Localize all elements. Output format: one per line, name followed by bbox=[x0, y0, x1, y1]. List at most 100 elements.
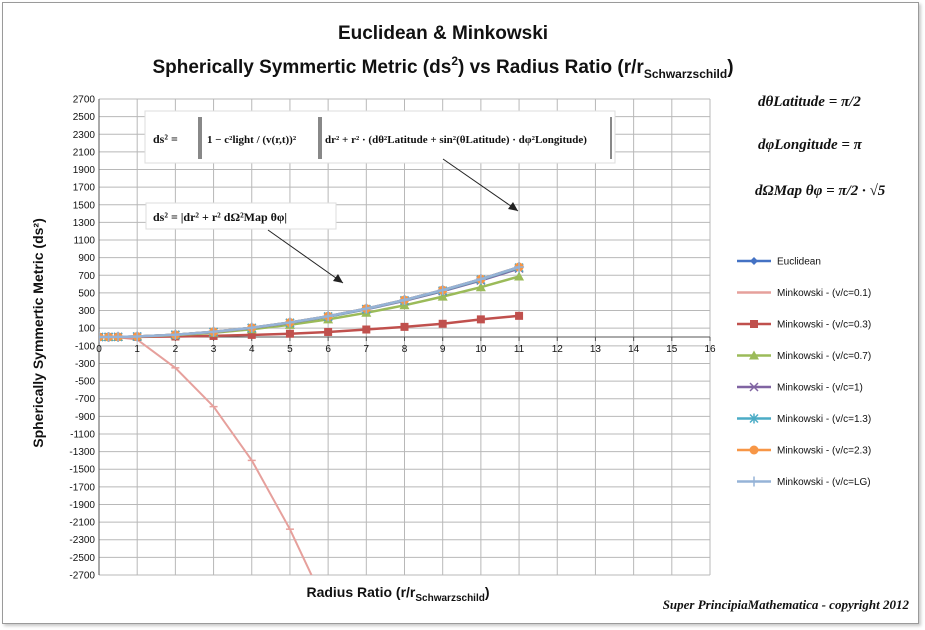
y-tick-label: -1700 bbox=[69, 482, 95, 493]
x-tick-label: 7 bbox=[364, 344, 370, 355]
y-tick-label: 900 bbox=[78, 253, 95, 264]
y-tick-label: -500 bbox=[75, 377, 95, 388]
legend-item: Minkowski - (v/c=2.3) bbox=[737, 445, 871, 457]
legend-label: Minkowski - (v/c=2.3) bbox=[777, 446, 871, 457]
data-point bbox=[103, 331, 114, 342]
series-0 bbox=[99, 263, 524, 341]
data-point bbox=[208, 326, 219, 337]
y-tick-label: 100 bbox=[78, 324, 95, 335]
x-tick-label: 6 bbox=[325, 344, 331, 355]
y-tick-label: -300 bbox=[75, 359, 95, 370]
chart-svg: Euclidean & Minkowski Spherically Symmer… bbox=[30, 23, 910, 612]
data-point bbox=[247, 330, 256, 339]
legend-swatch-marker bbox=[749, 445, 759, 455]
x-tick-label: 3 bbox=[211, 344, 217, 355]
series-line bbox=[99, 267, 520, 339]
equation-simple-text: ds² = |dr² + r² dΩ²Map θφ| bbox=[153, 210, 287, 224]
data-point bbox=[132, 331, 143, 342]
data-point bbox=[437, 291, 448, 301]
series-line bbox=[99, 265, 520, 339]
x-tick-label: 9 bbox=[440, 344, 446, 355]
x-tick-label: 12 bbox=[552, 344, 564, 355]
x-tick-label: 2 bbox=[173, 344, 179, 355]
legend-swatch-marker bbox=[750, 320, 758, 328]
y-tick-label: 2500 bbox=[73, 112, 96, 123]
legend-item: Minkowski - (v/c=0.3) bbox=[737, 320, 871, 331]
y-tick-label: 1500 bbox=[73, 200, 96, 211]
annotation-arrows bbox=[267, 158, 519, 284]
equation-theta: dθLatitude = π/2 bbox=[758, 94, 861, 110]
legend-label: Minkowski - (v/c=1.3) bbox=[777, 414, 871, 425]
y-tick-label: 2300 bbox=[73, 130, 96, 141]
equation-main-rest: dr² + r² · (dθ²Latitude + sin²(θLatitude… bbox=[325, 134, 587, 146]
y-tick-label: -900 bbox=[75, 412, 95, 423]
data-point bbox=[170, 329, 181, 340]
legend-swatch-marker bbox=[750, 257, 758, 265]
y-tick-label: -100 bbox=[75, 341, 95, 352]
data-point bbox=[246, 322, 257, 333]
y-tick-label: -2700 bbox=[69, 571, 95, 582]
legend-swatch-marker bbox=[749, 413, 759, 424]
equation-main-lhs: ds² = bbox=[153, 132, 178, 146]
chart-frame: Euclidean & Minkowski Spherically Symmer… bbox=[2, 2, 919, 624]
x-tick-label: 1 bbox=[134, 344, 140, 355]
x-tick-label: 13 bbox=[590, 344, 602, 355]
legend-swatch-marker bbox=[749, 350, 759, 360]
data-point bbox=[361, 303, 372, 314]
legend-label: Minkowski - (v/c=LG) bbox=[777, 477, 871, 488]
legend-item: Minkowski - (v/c=LG) bbox=[737, 476, 871, 488]
data-point bbox=[437, 285, 448, 296]
y-tick-label: 2700 bbox=[73, 95, 96, 106]
y-axis-label: Spherically Symmertic Metric (ds²) bbox=[30, 218, 46, 448]
equation-main-factor: 1 − c²light / (v(r,t))² bbox=[207, 134, 297, 146]
copyright-text: Super PrincipiaMathematica - copyright 2… bbox=[663, 597, 910, 612]
legend-label: Minkowski - (v/c=1) bbox=[777, 383, 863, 394]
equation-simple: ds² = |dr² + r² dΩ²Map θφ| bbox=[145, 202, 337, 230]
data-point bbox=[284, 317, 295, 328]
data-point bbox=[99, 332, 104, 342]
legend-item: Minkowski - (v/c=1.3) bbox=[737, 413, 871, 425]
y-tick-label: 1900 bbox=[73, 165, 96, 176]
series-7 bbox=[99, 262, 525, 342]
series-4 bbox=[99, 263, 524, 342]
equation-main: ds² = 1 − c²light / (v(r,t))² dr² + r² ·… bbox=[144, 110, 616, 164]
y-tick-label: -1100 bbox=[70, 429, 95, 440]
data-point bbox=[475, 274, 486, 285]
data-point bbox=[362, 325, 371, 334]
series-6 bbox=[99, 262, 524, 342]
y-tick-label: 1700 bbox=[73, 183, 96, 194]
x-tick-label: 4 bbox=[249, 344, 255, 355]
plot-series bbox=[99, 262, 525, 575]
y-tick-label: 1300 bbox=[73, 218, 96, 229]
legend-swatch-marker bbox=[749, 476, 759, 487]
legend-label: Minkowski - (v/c=0.3) bbox=[777, 320, 871, 331]
y-tick-label: -2100 bbox=[69, 518, 95, 529]
y-tick-label: 2100 bbox=[73, 147, 96, 158]
legend-item: Minkowski - (v/c=0.7) bbox=[737, 350, 871, 362]
legend-label: Minkowski - (v/c=0.1) bbox=[777, 288, 871, 299]
data-point bbox=[113, 331, 124, 342]
data-point bbox=[400, 322, 409, 331]
series-line bbox=[99, 266, 520, 339]
chart-title-line1: Euclidean & Minkowski bbox=[338, 23, 548, 44]
data-point bbox=[514, 262, 525, 273]
series-5 bbox=[99, 262, 524, 342]
y-tick-label: -2300 bbox=[69, 535, 95, 546]
legend: Euclidean Minkowski - (v/c=0.1) Minkowski … bbox=[737, 257, 871, 488]
x-tick-label: 15 bbox=[666, 344, 678, 355]
y-tick-label: 500 bbox=[78, 288, 95, 299]
y-tick-label: -2500 bbox=[69, 553, 95, 564]
data-point bbox=[324, 327, 333, 336]
x-tick-label: 16 bbox=[704, 344, 716, 355]
y-tick-label: 300 bbox=[78, 306, 95, 317]
axes: 2700250023002100190017001500130011009007… bbox=[69, 95, 716, 582]
legend-label: Minkowski - (v/c=0.7) bbox=[777, 351, 871, 362]
series-line bbox=[99, 265, 520, 339]
series-3 bbox=[99, 271, 525, 341]
legend-swatch-marker bbox=[749, 382, 759, 392]
legend-item: Minkowski - (v/c=0.1) bbox=[737, 288, 871, 299]
x-tick-label: 8 bbox=[402, 344, 408, 355]
data-point bbox=[514, 271, 525, 281]
legend-label: Euclidean bbox=[777, 257, 821, 268]
data-point bbox=[399, 294, 410, 305]
